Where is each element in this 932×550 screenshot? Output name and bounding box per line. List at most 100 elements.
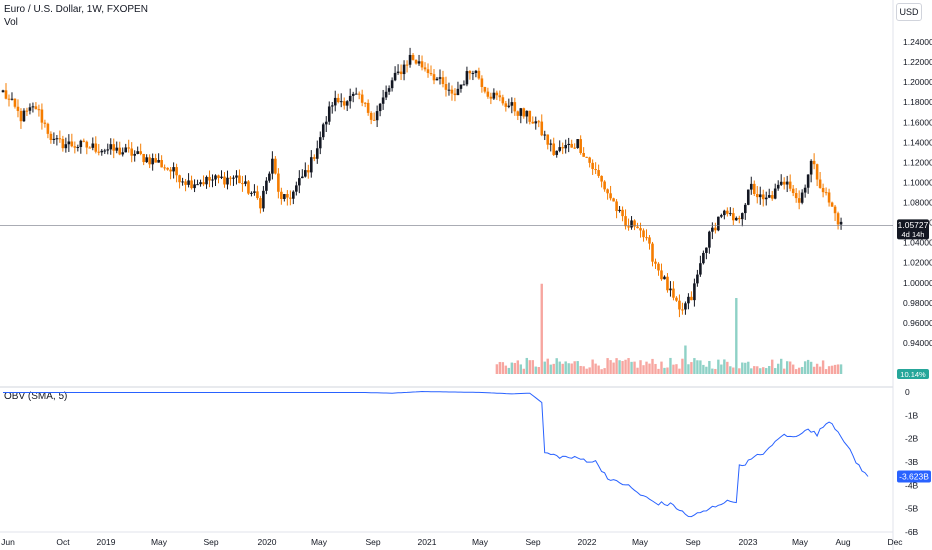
candle-body (402, 64, 406, 75)
candle-body (25, 110, 29, 112)
candle-body (145, 157, 148, 163)
candle-body (363, 102, 367, 104)
candle-body (214, 175, 217, 180)
candle-body (94, 143, 98, 152)
volume-bar (672, 364, 675, 374)
candle-body (573, 147, 576, 149)
candle-body (73, 146, 77, 148)
candle-body (732, 213, 735, 221)
candle-body (435, 78, 439, 81)
volume-bar (606, 358, 609, 374)
candle-body (519, 108, 523, 116)
volume-bar (537, 367, 540, 374)
volume-bar (815, 363, 819, 374)
candle-body (800, 192, 804, 203)
candle-body (678, 300, 681, 310)
candle-body (283, 194, 286, 199)
candle-body (606, 189, 609, 194)
candle-body (184, 181, 187, 185)
candle-body (172, 167, 175, 172)
candle-body (561, 147, 565, 149)
volume-label[interactable]: Vol (4, 17, 18, 28)
time-tick-label: Sep (685, 537, 700, 547)
candle-body (522, 108, 526, 117)
candle-body (115, 147, 119, 151)
candle-body (453, 93, 457, 96)
candle-body (818, 179, 822, 188)
price-tick-label: 0.96000 (903, 318, 932, 328)
candle-body (749, 183, 753, 190)
price-tick-label: 0.98000 (903, 298, 932, 308)
candle-body (486, 91, 490, 97)
volume-bar (588, 367, 591, 374)
symbol-title[interactable]: Euro / U.S. Dollar, 1W, FXOPEN (4, 4, 148, 15)
volume-bar (717, 359, 720, 374)
candle-body (232, 177, 235, 179)
candle-body (342, 101, 346, 106)
volume-bar (705, 366, 708, 374)
candle-body (85, 141, 89, 148)
time-tick-label: May (472, 537, 489, 547)
time-tick-label: 2020 (258, 537, 277, 547)
candle-body (782, 181, 786, 185)
volume-bar (651, 358, 654, 374)
candle-body (582, 153, 585, 157)
candle-body (480, 78, 484, 88)
candle-body (265, 180, 268, 191)
candle-body (327, 106, 331, 122)
candle-body (286, 194, 289, 198)
candle-body (591, 162, 594, 170)
volume-bar (522, 368, 525, 374)
candle-body (268, 173, 271, 181)
volume-bar (576, 361, 579, 374)
candle-body (594, 169, 597, 171)
candle-body (411, 54, 415, 60)
volume-bar (711, 368, 714, 374)
price-tick-label: 1.24000 (903, 37, 932, 47)
candle-body (465, 71, 469, 85)
candle-body (414, 59, 418, 64)
currency-button[interactable]: USD (896, 3, 922, 21)
candle-body (229, 177, 232, 179)
candle-body (797, 198, 801, 203)
candle-body (109, 144, 113, 150)
candle-body (91, 143, 95, 148)
candle-body (166, 167, 169, 170)
candle-body (112, 144, 116, 151)
candle-body (82, 140, 86, 142)
time-tick-label: May (311, 537, 328, 547)
volume-bar (803, 361, 807, 374)
time-tick-label: 2021 (418, 537, 437, 547)
candle-body (498, 95, 502, 98)
time-tick-label: 2019 (97, 537, 116, 547)
candle-body (193, 184, 196, 189)
candle-body (357, 93, 361, 95)
obv-label[interactable]: OBV (SMA, 5) (4, 391, 67, 402)
candle-body (28, 107, 32, 111)
candle-body (696, 274, 699, 284)
volume-bar (585, 368, 588, 374)
time-tick-label: 2023 (739, 537, 758, 547)
volume-bar (771, 359, 774, 374)
volume-bar (666, 367, 669, 374)
volume-bar (824, 369, 828, 374)
candle-body (250, 192, 253, 194)
candle-body (211, 179, 214, 181)
candle-body (405, 64, 409, 66)
volume-bar (747, 361, 750, 374)
candle-body (97, 151, 101, 153)
price-tick-label: 1.16000 (903, 117, 932, 127)
candle-body (830, 202, 834, 207)
candle-body (690, 296, 693, 301)
volume-bar (582, 366, 585, 374)
candle-body (52, 138, 56, 140)
candle-body (360, 94, 364, 103)
obv-tick-label: -3B (905, 457, 919, 467)
candle-body (681, 309, 684, 311)
candle-body (226, 177, 229, 185)
candle-body (803, 187, 807, 193)
candle-body (64, 144, 68, 149)
obv-line (3, 390, 869, 518)
volume-bar (558, 361, 561, 374)
